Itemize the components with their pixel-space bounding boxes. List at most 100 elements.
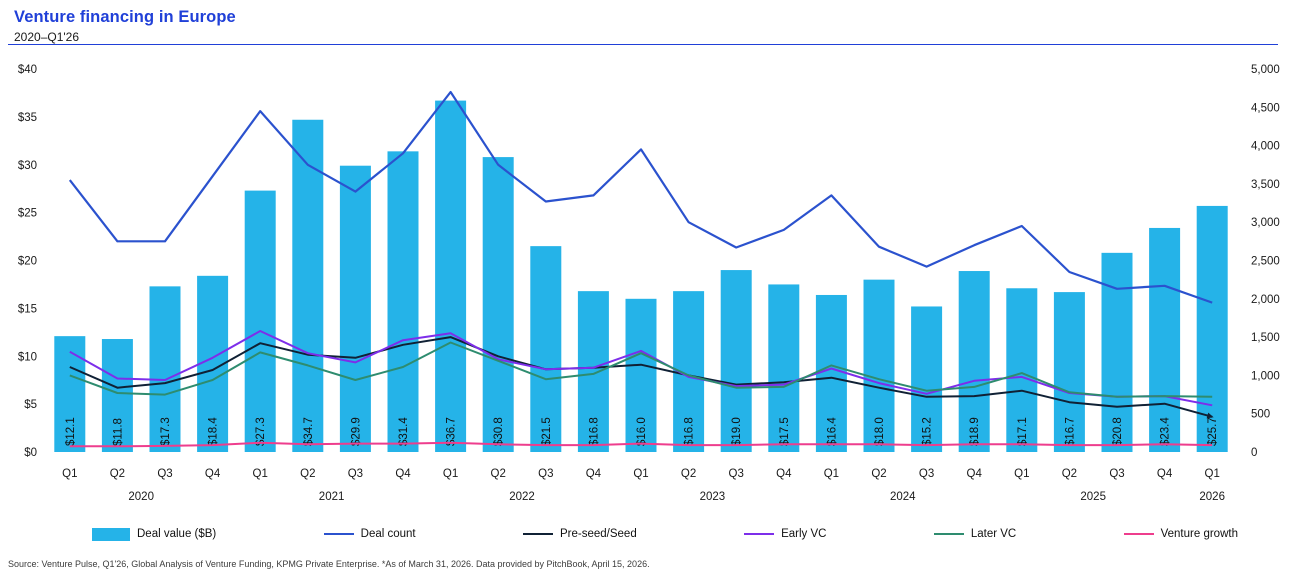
deal-value-bar <box>1006 288 1038 452</box>
legend-item-deal-value-b: Deal value ($B) <box>92 527 216 541</box>
deal-value-bars <box>54 100 1228 453</box>
quarter-label: Q3 <box>729 468 744 480</box>
deal-value-bar <box>815 294 847 452</box>
quarter-label: Q1 <box>253 468 268 480</box>
deal-value-bar <box>101 339 133 452</box>
deal-value-bar <box>911 306 943 452</box>
line-pre-seed-seed <box>69 336 1214 419</box>
right-axis-tick: 1,000 <box>1251 370 1280 382</box>
header-divider <box>8 44 1278 45</box>
quarter-label: Q3 <box>538 468 553 480</box>
bar-value-label: $16.8 <box>684 417 696 446</box>
deal-value-bar <box>292 119 324 452</box>
deal-value-bar <box>530 246 562 452</box>
left-axis-tick: $0 <box>24 447 37 459</box>
deal-value-bar <box>244 190 276 453</box>
bar-value-label: $20.8 <box>1112 417 1124 446</box>
quarter-label: Q2 <box>1062 468 1077 480</box>
year-label: 2020 <box>128 491 154 503</box>
right-axis-tick: 4,000 <box>1251 141 1280 153</box>
deal-value-bar <box>577 291 609 452</box>
deal-value-bar <box>482 157 514 452</box>
quarter-label: Q2 <box>491 468 506 480</box>
deal-value-bar <box>958 271 990 452</box>
deal-value-bar <box>387 151 419 452</box>
deal-value-bar-labels: $12.1 $11.8 $17.3 $18.4 $27.3 $34.7 $29.9 $31.4… <box>65 417 1219 446</box>
quarter-label: Q1 <box>1014 468 1029 480</box>
bar-value-label: $18.9 <box>969 417 981 446</box>
quarter-label: Q4 <box>967 468 983 480</box>
bar-value-label: $15.2 <box>922 417 934 446</box>
deal-value-bar <box>54 336 86 452</box>
bar-value-label: $11.8 <box>112 418 124 446</box>
year-label: 2021 <box>319 491 345 503</box>
bar-value-label: $17.1 <box>1017 417 1029 446</box>
year-label: 2026 <box>1199 491 1225 503</box>
legend-item-deal-count: Deal count <box>323 528 416 540</box>
bar-value-label: $16.7 <box>1064 417 1076 446</box>
bar-value-label: $19.0 <box>731 417 743 446</box>
deal-value-bar <box>768 284 800 452</box>
left-axis-tick: $10 <box>18 351 37 363</box>
x-axis-year-labels: 2020 2021 2022 2023 2024 2025 2026 <box>128 491 1225 503</box>
deal-value-bar <box>435 100 467 452</box>
right-axis-tick: 500 <box>1251 409 1270 421</box>
legend-label-deal-count: Deal count <box>360 528 416 540</box>
quarter-label: Q1 <box>1205 468 1220 480</box>
bar-value-label: $36.7 <box>446 417 458 446</box>
deal-value-bar <box>1053 292 1085 452</box>
bar-value-label: $17.5 <box>779 417 791 446</box>
legend-item-early-vc: Early VC <box>744 528 826 540</box>
legend-item-venture-growth: Venture growth <box>1123 528 1238 540</box>
quarter-label: Q2 <box>871 468 886 480</box>
legend-swatch-deal-value-b-icon <box>92 527 130 541</box>
quarter-label: Q2 <box>300 468 315 480</box>
bar-value-label: $16.8 <box>588 417 600 446</box>
line-deal-count <box>68 90 1213 304</box>
left-axis-tick: $20 <box>18 256 37 268</box>
bar-value-label: $17.3 <box>160 417 172 446</box>
x-axis-quarter-labels: Q1 Q2 Q3 Q4 Q1 Q2 Q3 Q4 Q1 Q2 Q3 Q4 Q1 Q2 Q3 Q4 Q1 Q2 Q3 Q4… <box>62 468 1220 480</box>
chart-title: Venture financing in Europe <box>14 8 236 26</box>
right-axis-tick: 1,500 <box>1251 332 1280 344</box>
legend-swatch-early-vc-line-icon <box>744 533 775 535</box>
quarter-label: Q3 <box>157 468 172 480</box>
deal-value-bar <box>1196 205 1228 452</box>
right-axis-tick: 2,000 <box>1251 294 1280 306</box>
left-axis-tick: $5 <box>24 399 37 411</box>
right-axis-deal-count: 0 500 1,000 1,500 2,000 2,500 3,000 3,500 4,000 4… <box>1251 64 1280 459</box>
legend-label-pre-seed-seed: Pre-seed/Seed <box>560 528 637 540</box>
bar-value-label: $25.7 <box>1207 417 1219 446</box>
year-label: 2024 <box>890 491 916 503</box>
left-axis-tick: $25 <box>18 208 37 220</box>
left-axis-tick: $40 <box>18 64 37 76</box>
deal-value-bar <box>1149 227 1181 452</box>
quarter-label: Q1 <box>62 468 77 480</box>
quarter-label: Q1 <box>633 468 648 480</box>
right-axis-tick: 4,500 <box>1251 102 1280 114</box>
right-axis-tick: 3,500 <box>1251 179 1280 191</box>
quarter-label: Q4 <box>395 468 411 480</box>
quarter-label: Q4 <box>1157 468 1173 480</box>
year-label: 2023 <box>700 491 726 503</box>
left-axis-tick: $35 <box>18 112 37 124</box>
quarter-label: Q3 <box>919 468 934 480</box>
bar-value-label: $18.4 <box>208 417 220 446</box>
legend-label-later-vc: Later VC <box>970 528 1017 540</box>
bar-value-label: $16.4 <box>826 417 838 446</box>
left-axis-tick: $30 <box>18 160 37 172</box>
deal-value-bar <box>625 298 657 452</box>
quarter-label: Q1 <box>824 468 839 480</box>
bar-value-label: $30.8 <box>493 417 505 446</box>
deal-value-bar <box>720 270 752 452</box>
bar-value-label: $21.5 <box>541 417 553 446</box>
legend-label-early-vc: Early VC <box>781 528 827 540</box>
line-later-vc <box>69 341 1213 398</box>
deal-value-bar <box>149 286 181 452</box>
bar-value-label: $29.9 <box>350 417 362 446</box>
quarter-label: Q2 <box>681 468 696 480</box>
quarter-label: Q3 <box>348 468 363 480</box>
bar-value-label: $12.1 <box>65 417 77 446</box>
